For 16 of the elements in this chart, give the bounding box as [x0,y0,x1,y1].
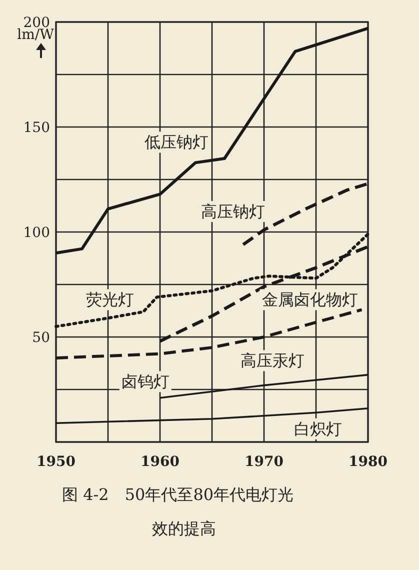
series-label: 高压钠灯 [200,202,265,221]
series-label: 低压钠灯 [144,132,209,152]
series-label: 金属卤化物灯 [262,290,358,310]
y-tick-label: 100 [23,225,50,241]
series-label: 卤钨灯 [121,372,170,392]
text: 图 4-2 50年代至80年代电灯光效的提高 [62,484,295,540]
series-label: 白炽灯 [294,419,342,438]
y-axis-title: lm/W [17,27,55,43]
y-tick-label: 150 [23,120,50,136]
x-tick-label: 1970 [244,454,284,470]
series-label: 荧光灯 [86,290,134,310]
x-tick-label: 1980 [348,454,388,470]
series-label: 高压汞灯 [240,351,304,370]
x-tick-label: 1960 [140,454,180,470]
x-tick-label: 1950 [36,454,76,470]
y-tick-label: 50 [32,330,50,346]
